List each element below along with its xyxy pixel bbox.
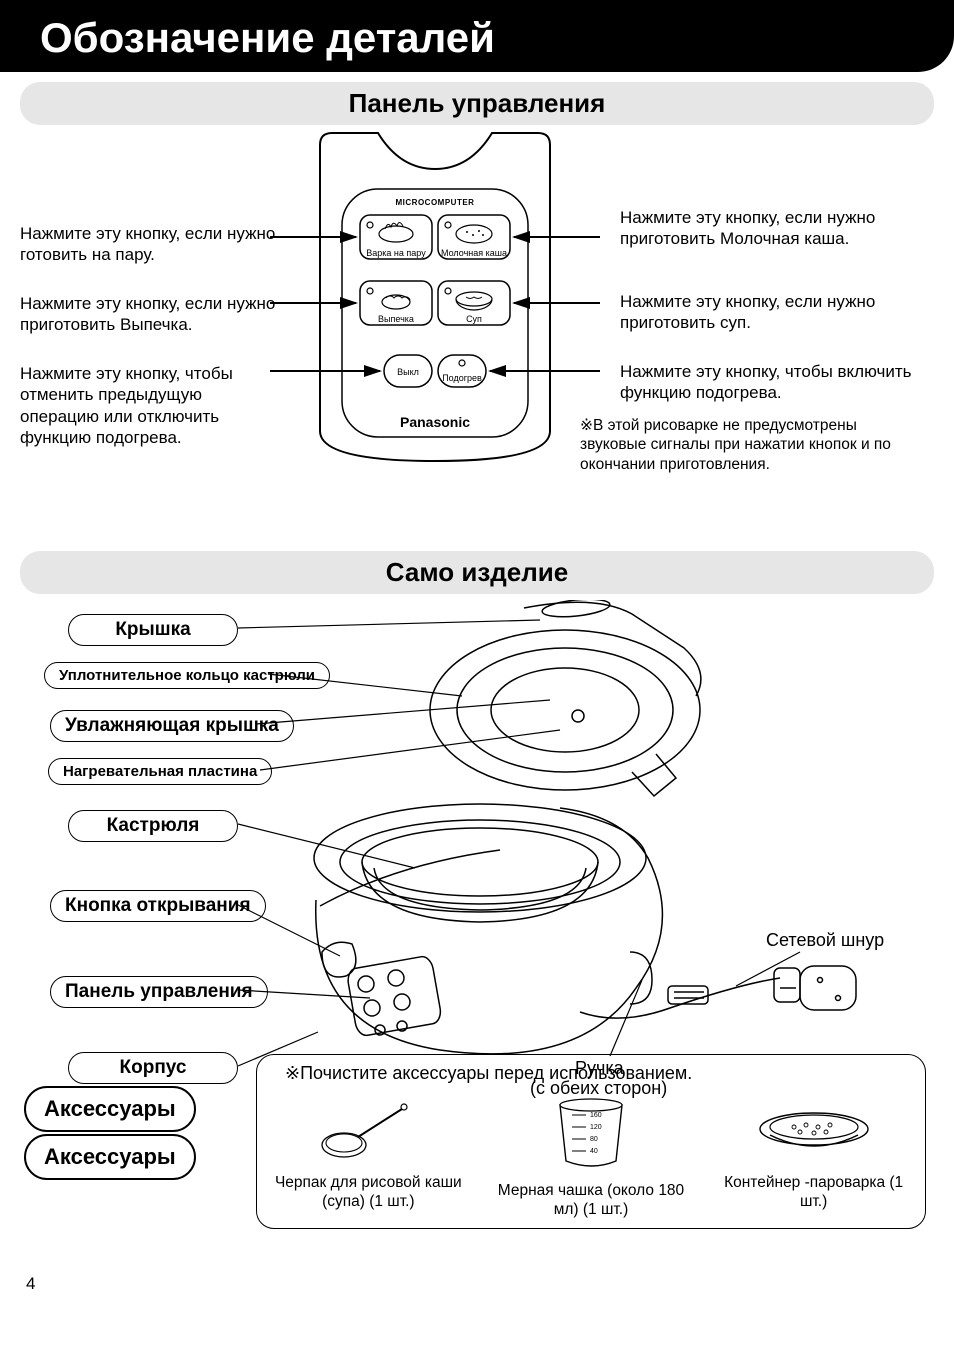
product-section: Крышка Уплотнительное кольцо кастрюли Ув… xyxy=(20,600,934,1130)
control-panel-section: Нажмите эту кнопку, если нужно готовить … xyxy=(20,131,934,541)
svg-text:Выпечка: Выпечка xyxy=(378,314,414,324)
control-panel-diagram: MICROCOMPUTER Варка на пару Молочная каш… xyxy=(270,131,600,471)
page-number: 4 xyxy=(26,1274,35,1294)
desc-steam: Нажмите эту кнопку, если нужно готовить … xyxy=(20,223,280,266)
svg-text:Суп: Суп xyxy=(466,314,482,324)
product-diagram xyxy=(20,600,934,1130)
panel-microcomputer-label: MICROCOMPUTER xyxy=(396,198,475,207)
panel-btn-bake[interactable]: Выпечка xyxy=(360,281,432,325)
desc-off: Нажмите эту кнопку, чтобы отменить преды… xyxy=(20,363,280,448)
section-title-product: Само изделие xyxy=(20,551,934,594)
section-title-control-panel: Панель управления xyxy=(20,82,934,125)
desc-porridge: Нажмите эту кнопку, если нужно приготови… xyxy=(620,207,920,250)
panel-btn-porridge[interactable]: Молочная каша xyxy=(438,215,510,259)
desc-nosound: ※В этой рисоварке не предусмотрены звуко… xyxy=(580,416,920,474)
panel-btn-steam[interactable]: Варка на пару xyxy=(360,215,432,259)
svg-text:Выкл: Выкл xyxy=(397,367,419,377)
panel-btn-warm[interactable]: Подогрев xyxy=(438,355,486,387)
label-accessories-overlay: Аксессуары xyxy=(24,1086,196,1132)
svg-text:Молочная каша: Молочная каша xyxy=(441,248,507,258)
page-title-bar: Обозначение деталей xyxy=(0,0,954,72)
page-title: Обозначение деталей xyxy=(40,14,914,62)
accessories-note: ※Почистите аксессуары перед использовани… xyxy=(285,1063,692,1084)
svg-text:160: 160 xyxy=(590,1112,602,1119)
panel-btn-soup[interactable]: Суп xyxy=(438,281,510,325)
svg-text:Варка на пару: Варка на пару xyxy=(366,248,426,258)
panel-btn-off[interactable]: Выкл xyxy=(384,355,432,387)
panel-brand: Panasonic xyxy=(400,414,470,430)
desc-soup: Нажмите эту кнопку, если нужно приготови… xyxy=(620,291,920,334)
desc-warm: Нажмите эту кнопку, чтобы включить функц… xyxy=(620,361,920,404)
desc-bake: Нажмите эту кнопку, если нужно приготови… xyxy=(20,293,280,336)
svg-text:Подогрев: Подогрев xyxy=(442,373,482,383)
